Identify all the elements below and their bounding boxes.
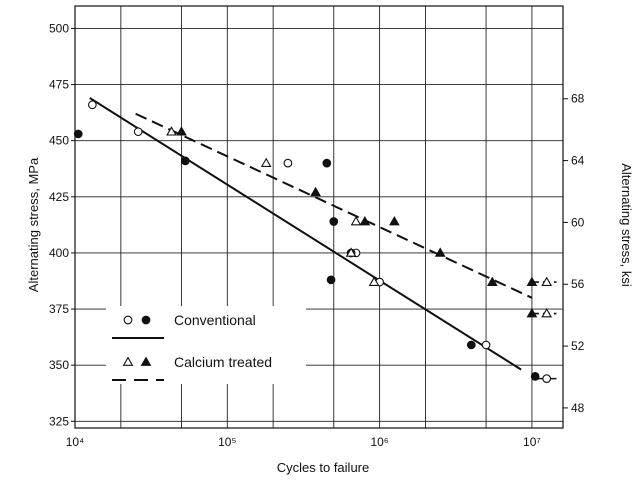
y2-tick-label: 56	[571, 277, 585, 291]
legend-label: Calcium treated	[174, 354, 272, 370]
data-point-filled-triangle	[487, 276, 498, 286]
data-point-open-triangle	[541, 308, 553, 318]
data-point-open-circle	[133, 127, 143, 137]
y-tick-label: 325	[49, 414, 69, 428]
y-tick-label: 375	[49, 302, 69, 316]
data-point-open-triangle	[541, 276, 553, 286]
y2-tick-label: 60	[571, 215, 585, 229]
plot-frame	[74, 5, 564, 429]
left-y-axis: 325 350 375 400 425 450 475 500	[49, 21, 75, 428]
x-tick-label: 10⁷	[523, 435, 541, 449]
y-tick-label: 450	[49, 134, 69, 148]
data-point-filled-triangle	[310, 186, 321, 197]
data-point-filled-circle	[322, 158, 332, 168]
data-point-filled-circle	[329, 217, 339, 226]
data-point-filled-triangle	[359, 215, 371, 226]
data-point-filled-triangle	[176, 126, 187, 136]
right-y-axis: 48 52 56 60 64 68	[563, 92, 585, 415]
data-points	[73, 100, 553, 383]
data-point-filled-circle	[530, 372, 540, 381]
y2-tick-label: 52	[571, 339, 585, 353]
y-tick-label: 500	[49, 21, 69, 35]
legend-marker-open	[123, 315, 133, 325]
fit-line-conventional	[89, 97, 522, 371]
legend-label: Conventional	[174, 312, 256, 328]
data-point-filled-circle	[73, 129, 83, 139]
y-tick-label: 425	[49, 190, 69, 204]
data-point-open-circle	[88, 100, 97, 110]
data-point-open-triangle	[350, 215, 362, 226]
data-point-filled-circle	[466, 340, 476, 350]
y-tick-label: 475	[49, 78, 69, 92]
data-point-filled-circle	[180, 156, 190, 166]
data-point-open-circle	[283, 158, 293, 168]
legend-background	[106, 306, 306, 384]
legend-marker-filled	[140, 356, 152, 366]
y-tick-label: 350	[49, 358, 69, 372]
data-point-open-circle	[542, 374, 552, 383]
y2-tick-label: 48	[571, 401, 585, 415]
x-axis: 10⁴ 10⁵ 10⁶ 10⁷	[66, 435, 541, 449]
data-point-filled-triangle	[434, 247, 446, 257]
data-point-filled-triangle	[389, 215, 400, 226]
y-tick-label: 400	[49, 246, 69, 260]
data-point-open-triangle	[345, 247, 357, 257]
legend: Conventional Calcium treated	[106, 306, 306, 384]
x-tick-label: 10⁵	[218, 435, 236, 449]
legend-marker-open	[122, 356, 134, 366]
fit-line-calcium-treated	[135, 112, 533, 299]
left-axis-label: Alternating stress, MPa	[26, 157, 41, 292]
data-point-filled-circle	[326, 275, 336, 285]
data-point-open-triangle	[166, 126, 177, 136]
right-axis-label: Alternating stress, ksi	[619, 163, 634, 287]
data-point-open-circle	[481, 340, 491, 350]
x-axis-label: Cycles to failure	[277, 460, 369, 475]
y2-tick-label: 64	[571, 154, 585, 168]
data-point-open-triangle	[260, 157, 272, 167]
data-point-filled-triangle	[526, 276, 538, 286]
x-tick-label: 10⁴	[66, 435, 85, 449]
data-point-filled-triangle	[526, 308, 538, 318]
data-point-open-triangle	[368, 276, 380, 286]
x-tick-label: 10⁶	[370, 435, 388, 449]
y2-tick-label: 68	[571, 92, 585, 106]
legend-marker-filled	[141, 315, 151, 325]
